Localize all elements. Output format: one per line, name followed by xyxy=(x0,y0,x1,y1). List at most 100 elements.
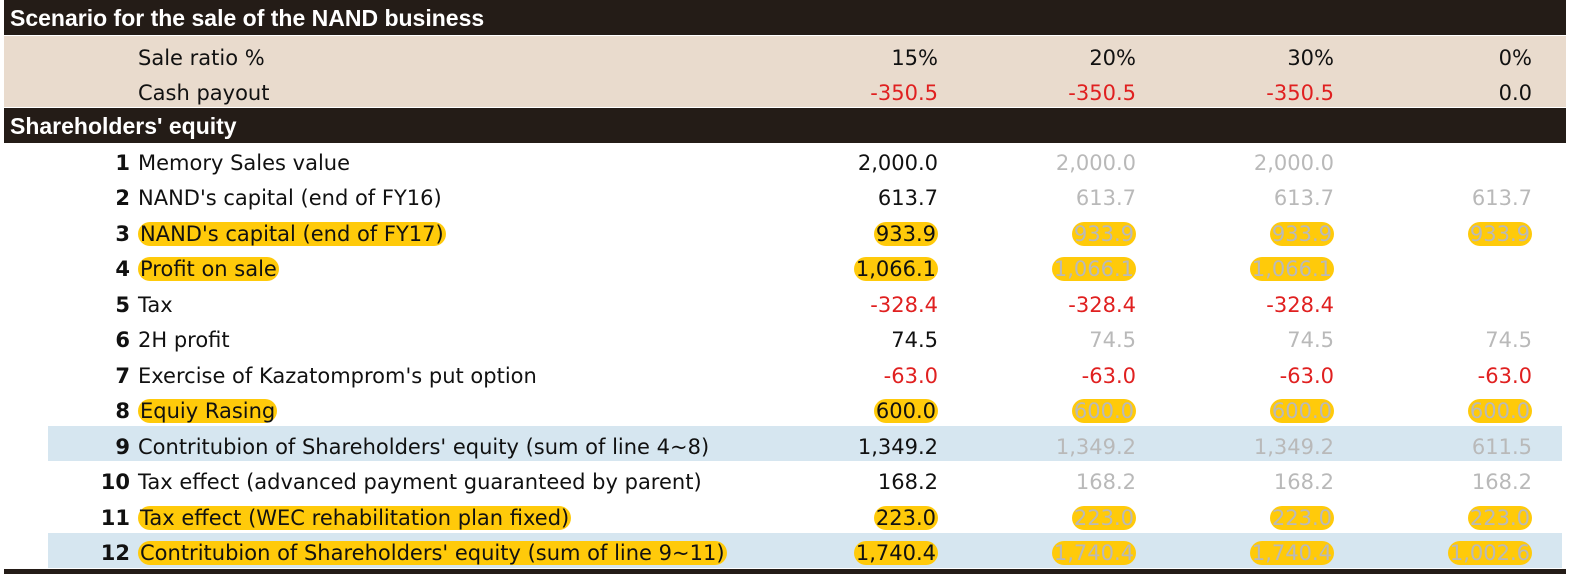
row-label: Cash payout xyxy=(138,81,270,105)
row-number: 1 xyxy=(115,151,130,175)
cell-value: 613.7 xyxy=(877,186,938,210)
table-row: 10 Tax effect (advanced payment guarante… xyxy=(0,464,1592,499)
row-label: 2H profit xyxy=(138,328,230,352)
cell-value: 223.0 xyxy=(1467,506,1532,530)
cell-value: -350.5 xyxy=(870,81,938,105)
sum-row-fill xyxy=(48,426,1562,461)
cell-value: 74.5 xyxy=(1089,328,1136,352)
row-label: Tax effect (WEC rehabilitation plan fixe… xyxy=(138,506,572,530)
row-number: 6 xyxy=(115,328,130,352)
table-row: 8 Equiy Rasing 600.0 600.0 600.0 600.0 xyxy=(0,393,1592,428)
table-row: 4 Profit on sale 1,066.1 1,066.1 1,066.1 xyxy=(0,251,1592,286)
cell-value: -328.4 xyxy=(1266,293,1334,317)
cell-value: -328.4 xyxy=(870,293,938,317)
cell-value: -63.0 xyxy=(1477,364,1532,388)
table-row: 2 NAND's capital (end of FY16) 613.7 613… xyxy=(0,180,1592,215)
scenario-title: Scenario for the sale of the NAND busine… xyxy=(10,5,485,31)
cell-value: 933.9 xyxy=(1467,222,1532,246)
row-label: Profit on sale xyxy=(138,257,279,281)
cell-value: -350.5 xyxy=(1068,81,1136,105)
cell-value: 168.2 xyxy=(877,470,938,494)
scenario-fill xyxy=(4,36,1566,107)
cell-value: 1,349.2 xyxy=(857,435,938,459)
cell-value: 1,066.1 xyxy=(853,257,938,281)
table-row: 5 Tax -328.4 -328.4 -328.4 xyxy=(0,287,1592,322)
cell-value: 613.7 xyxy=(1273,186,1334,210)
cell-value: 611.5 xyxy=(1471,435,1532,459)
cell-value: 1,349.2 xyxy=(1253,435,1334,459)
row-number: 11 xyxy=(100,506,130,530)
cell-value: 2,000.0 xyxy=(1055,151,1136,175)
cell-value: 15% xyxy=(891,46,938,70)
cell-value: 30% xyxy=(1287,46,1334,70)
cell-value: 1,740.4 xyxy=(853,541,938,565)
row-number: 2 xyxy=(115,186,130,210)
table-row: 1 Memory Sales value 2,000.0 2,000.0 2,0… xyxy=(0,145,1592,180)
row-label: NAND's capital (end of FY16) xyxy=(138,186,442,210)
cell-value: 600.0 xyxy=(1071,399,1136,423)
row-label: Contritubion of Shareholders' equity (su… xyxy=(138,541,727,565)
row-number: 8 xyxy=(115,399,130,423)
cell-value: 1,066.1 xyxy=(1249,257,1334,281)
cell-value: 2,000.0 xyxy=(1253,151,1334,175)
row-label: Tax xyxy=(138,293,173,317)
cell-value: 933.9 xyxy=(1071,222,1136,246)
table-row: 7 Exercise of Kazatomprom's put option -… xyxy=(0,358,1592,393)
row-number: 5 xyxy=(115,293,130,317)
cell-value: -328.4 xyxy=(1068,293,1136,317)
cell-value: 933.9 xyxy=(873,222,938,246)
cell-value: 20% xyxy=(1089,46,1136,70)
row-number: 7 xyxy=(115,364,130,388)
row-number: 10 xyxy=(100,470,130,494)
cell-value: 74.5 xyxy=(891,328,938,352)
row-label: Memory Sales value xyxy=(138,151,351,175)
cell-value: 1,066.1 xyxy=(1051,257,1136,281)
scenario-header: Scenario for the sale of the NAND busine… xyxy=(4,0,1566,35)
cell-value: 2,000.0 xyxy=(857,151,938,175)
cell-value: 613.7 xyxy=(1471,186,1532,210)
cell-value: 74.5 xyxy=(1287,328,1334,352)
equity-title: Shareholders' equity xyxy=(10,113,237,139)
table-row: 3 NAND's capital (end of FY17) 933.9 933… xyxy=(0,216,1592,251)
cell-value: 933.9 xyxy=(1269,222,1334,246)
cell-value: -63.0 xyxy=(1081,364,1136,388)
cell-value: 0.0 xyxy=(1498,81,1532,105)
equity-header: Shareholders' equity xyxy=(4,108,1566,143)
table-row: 9 Contritubion of Shareholders' equity (… xyxy=(0,429,1592,464)
cell-value: 223.0 xyxy=(873,506,938,530)
cash-payout-row: Cash payout -350.5 -350.5 -350.5 0.0 xyxy=(0,75,1592,110)
cell-value: 600.0 xyxy=(1269,399,1334,423)
cell-value: 223.0 xyxy=(1269,506,1334,530)
bottom-border xyxy=(4,569,1566,574)
table-row: 6 2H profit 74.5 74.5 74.5 74.5 xyxy=(0,322,1592,357)
row-label: Sale ratio % xyxy=(138,46,265,70)
cell-value: 600.0 xyxy=(873,399,938,423)
table-row: 11 Tax effect (WEC rehabilitation plan f… xyxy=(0,500,1592,535)
sale-ratio-row: Sale ratio % 15% 20% 30% 0% xyxy=(0,40,1592,75)
cell-value: 168.2 xyxy=(1075,470,1136,494)
cell-value: 1,740.4 xyxy=(1051,541,1136,565)
cell-value: -63.0 xyxy=(1279,364,1334,388)
cell-value: 168.2 xyxy=(1273,470,1334,494)
cell-value: 600.0 xyxy=(1467,399,1532,423)
row-number: 9 xyxy=(115,435,130,459)
cell-value: 1,349.2 xyxy=(1055,435,1136,459)
cell-value: -350.5 xyxy=(1266,81,1334,105)
cell-value: 613.7 xyxy=(1075,186,1136,210)
cell-value: 168.2 xyxy=(1471,470,1532,494)
row-label: NAND's capital (end of FY17) xyxy=(138,222,446,246)
cell-value: 1,002.6 xyxy=(1447,541,1532,565)
cell-value: 0% xyxy=(1498,46,1532,70)
row-label: Equiy Rasing xyxy=(138,399,278,423)
table-row: 12 Contritubion of Shareholders' equity … xyxy=(0,535,1592,570)
row-number: 4 xyxy=(115,257,130,281)
row-number: 3 xyxy=(115,222,130,246)
row-label: Exercise of Kazatomprom's put option xyxy=(138,364,537,388)
cell-value: 1,740.4 xyxy=(1249,541,1334,565)
cell-value: 74.5 xyxy=(1485,328,1532,352)
row-label: Tax effect (advanced payment guaranteed … xyxy=(138,470,702,494)
cell-value: -63.0 xyxy=(883,364,938,388)
cell-value: 223.0 xyxy=(1071,506,1136,530)
row-label: Contritubion of Shareholders' equity (su… xyxy=(138,435,710,459)
row-number: 12 xyxy=(100,541,130,565)
